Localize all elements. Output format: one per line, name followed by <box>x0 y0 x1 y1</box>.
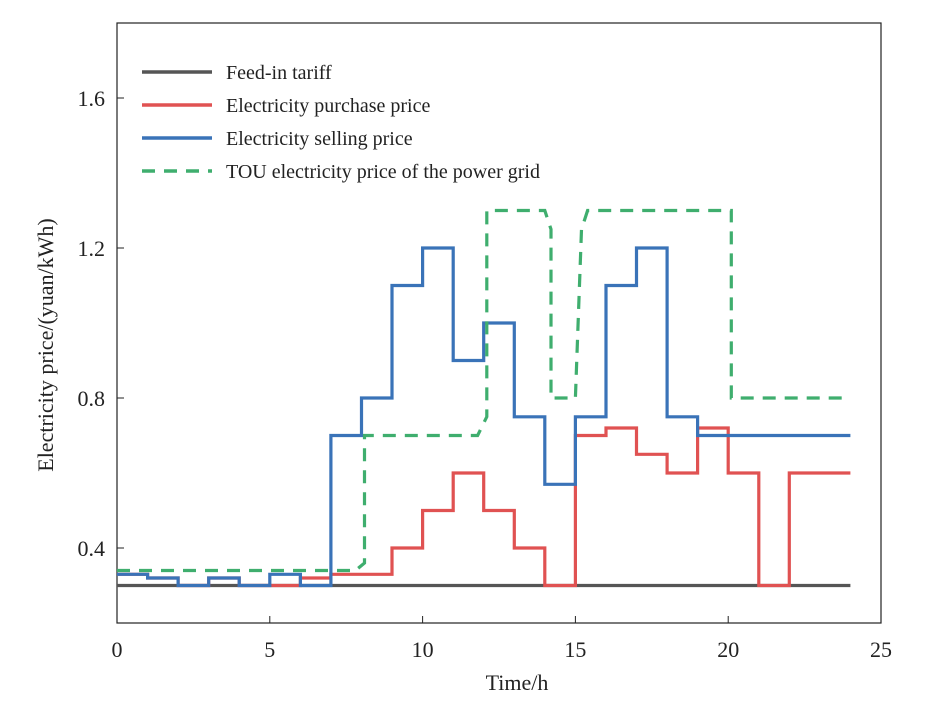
series-electricity-purchase-price <box>117 426 851 588</box>
y-axis-label: Electricity price/(yuan/kWh) <box>33 218 58 472</box>
legend-label: Electricity purchase price <box>226 95 430 117</box>
legend-label: TOU electricity price of the power grid <box>226 161 540 183</box>
x-tick-label: 15 <box>564 637 586 662</box>
x-axis-label: Time/h <box>486 670 549 695</box>
x-tick-label: 20 <box>717 637 739 662</box>
series-electricity-selling-price <box>117 246 851 588</box>
legend-label: Feed-in tariff <box>226 62 332 84</box>
x-tick-label: 10 <box>412 637 434 662</box>
x-tick-label: 0 <box>112 637 123 662</box>
series-tou-electricity-price-of-the-power-grid <box>117 208 851 573</box>
x-tick-label: 25 <box>870 637 892 662</box>
y-tick-label: 1.6 <box>78 86 106 111</box>
y-tick-label: 0.4 <box>78 536 106 561</box>
x-tick-label: 5 <box>264 637 275 662</box>
plot-frame <box>116 22 882 624</box>
y-tick-label: 0.8 <box>78 386 106 411</box>
y-tick-label: 1.2 <box>78 236 106 261</box>
legend-label: Electricity selling price <box>226 128 413 150</box>
